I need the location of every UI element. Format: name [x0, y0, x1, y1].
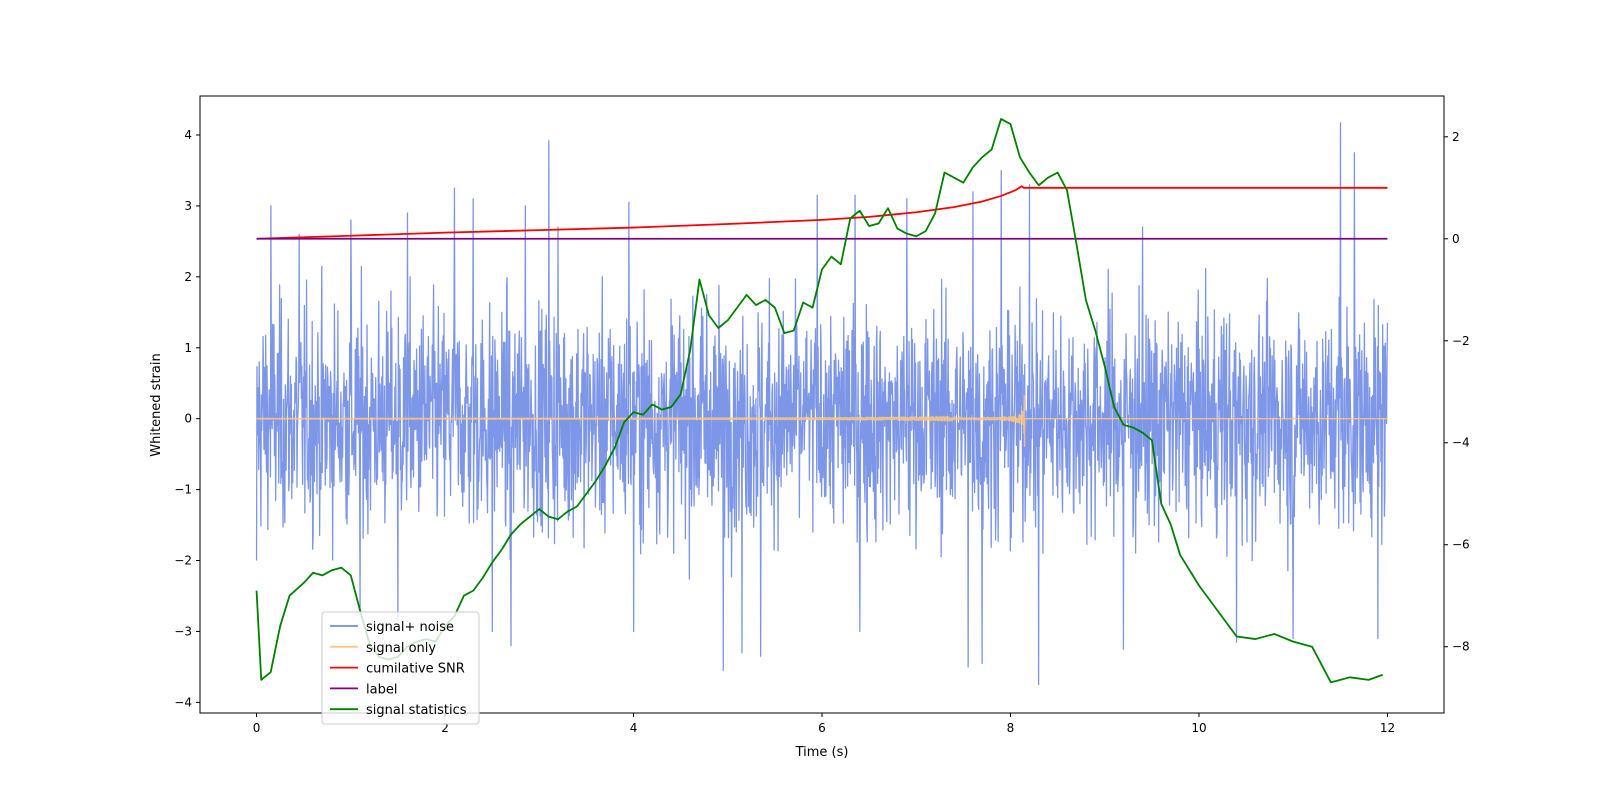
y2-tick-label: 2: [1452, 130, 1460, 144]
x-axis-label: Time (s): [795, 745, 849, 760]
series-signal-only: [256, 395, 1388, 448]
y-axis-left: −4 −3 −2 −1 0 1 2 3 4: [174, 128, 200, 709]
legend-label: label: [366, 682, 397, 697]
y2-tick-label: 0: [1452, 232, 1460, 246]
x-tick-label: 12: [1380, 721, 1395, 735]
series-signal-noise: [255, 122, 1389, 686]
legend-label: signal only: [366, 641, 436, 656]
y-axis-right: −8 −6 −4 −2 0 2: [1444, 130, 1470, 654]
legend-label: signal+ noise: [366, 620, 454, 635]
series-cumilative-snr: [256, 185, 1388, 240]
y-tick-label: 2: [184, 270, 192, 284]
x-tick-label: 10: [1191, 721, 1206, 735]
plot-area: [255, 118, 1389, 686]
y-tick-label: 1: [184, 341, 192, 355]
y2-tick-label: −2: [1452, 334, 1470, 348]
y-tick-label: 3: [184, 199, 192, 213]
legend-label: signal statistics: [366, 703, 467, 718]
legend-label: cumilative SNR: [366, 662, 465, 677]
y-tick-label: −1: [174, 483, 192, 497]
y-axis-label: Whitened strain: [149, 353, 164, 456]
legend-box: [321, 611, 480, 725]
y-tick-label: 4: [184, 128, 192, 142]
y-tick-label: −2: [174, 554, 192, 568]
y2-tick-label: −8: [1452, 640, 1470, 654]
x-tick-label: 2: [441, 721, 449, 735]
x-tick-label: 6: [818, 721, 826, 735]
y2-tick-label: −6: [1452, 538, 1470, 552]
x-tick-label: 8: [1007, 721, 1015, 735]
legend: signal+ noise signal only cumilative SNR la…: [321, 611, 480, 725]
y-tick-label: −4: [174, 695, 192, 709]
x-tick-label: 4: [630, 721, 638, 735]
y-tick-label: 0: [184, 412, 192, 426]
y-tick-label: −3: [174, 624, 192, 638]
y2-tick-label: −4: [1452, 436, 1470, 450]
x-tick-label: 0: [253, 721, 261, 735]
